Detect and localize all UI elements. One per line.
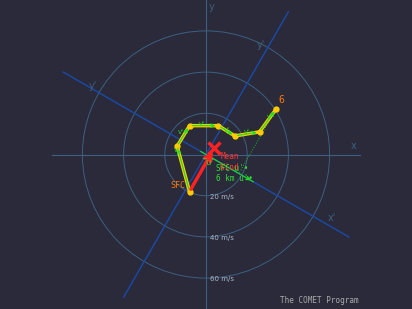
Text: 6 km u'•: 6 km u'• [216,174,253,183]
Text: Mean
Wind: Mean Wind [220,152,239,172]
Text: 6: 6 [278,95,284,105]
Text: 60 m/s: 60 m/s [210,276,234,282]
Text: The COMET Program: The COMET Program [280,296,358,305]
Text: y': y' [257,40,265,50]
Text: 20 m/s: 20 m/s [210,194,234,200]
Text: v': v' [267,114,273,121]
Text: v': v' [178,129,184,135]
Text: v': v' [199,121,205,127]
Text: x': x' [328,213,336,223]
Text: ̅u': ̅u' [206,158,214,167]
Text: SFC u'•: SFC u'• [216,164,249,173]
Text: v': v' [224,127,229,133]
Text: y': y' [89,81,97,91]
Text: SFC: SFC [171,180,185,189]
Text: v': v' [244,129,250,135]
Text: x: x [351,142,356,151]
Text: 40 m/s: 40 m/s [210,235,234,241]
Text: v': v' [174,147,180,153]
Text: y: y [209,2,215,12]
